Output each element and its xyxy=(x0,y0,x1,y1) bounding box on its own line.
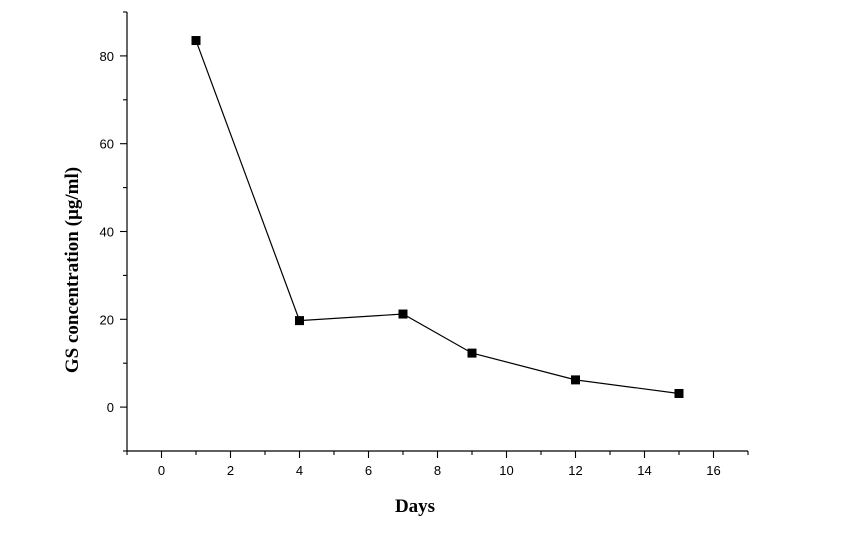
x-tick-label: 4 xyxy=(296,463,303,478)
y-tick-label: 80 xyxy=(100,49,114,64)
data-point xyxy=(571,375,580,385)
y-tick-label: 40 xyxy=(100,225,114,240)
x-tick-label: 8 xyxy=(434,463,441,478)
axes xyxy=(126,12,748,452)
series-layer xyxy=(191,36,684,398)
y-tick-label: 60 xyxy=(100,137,114,152)
y-axis-title: GS concentration (µg/ml) xyxy=(62,167,83,373)
x-tick-label: 6 xyxy=(365,463,372,478)
data-point xyxy=(295,316,304,326)
x-tick-label: 0 xyxy=(158,463,165,478)
y-tick-label: 0 xyxy=(107,400,114,415)
data-point xyxy=(467,348,477,358)
x-tick-label: 2 xyxy=(227,463,234,478)
x-tick-label: 10 xyxy=(499,463,513,478)
data-point xyxy=(398,309,408,319)
data-point xyxy=(674,388,684,398)
series-line xyxy=(195,40,680,395)
x-ticks: 0 2 4 6 8 10 12 14 16 xyxy=(126,451,749,478)
x-tick-label: 14 xyxy=(637,463,651,478)
y-ticks: 0 20 40 60 80 xyxy=(100,11,127,452)
data-point xyxy=(191,36,201,46)
x-tick-label: 16 xyxy=(706,463,720,478)
y-tick-label: 20 xyxy=(100,312,114,327)
x-tick-label: 12 xyxy=(568,463,582,478)
x-axis-title: Days xyxy=(395,496,435,517)
